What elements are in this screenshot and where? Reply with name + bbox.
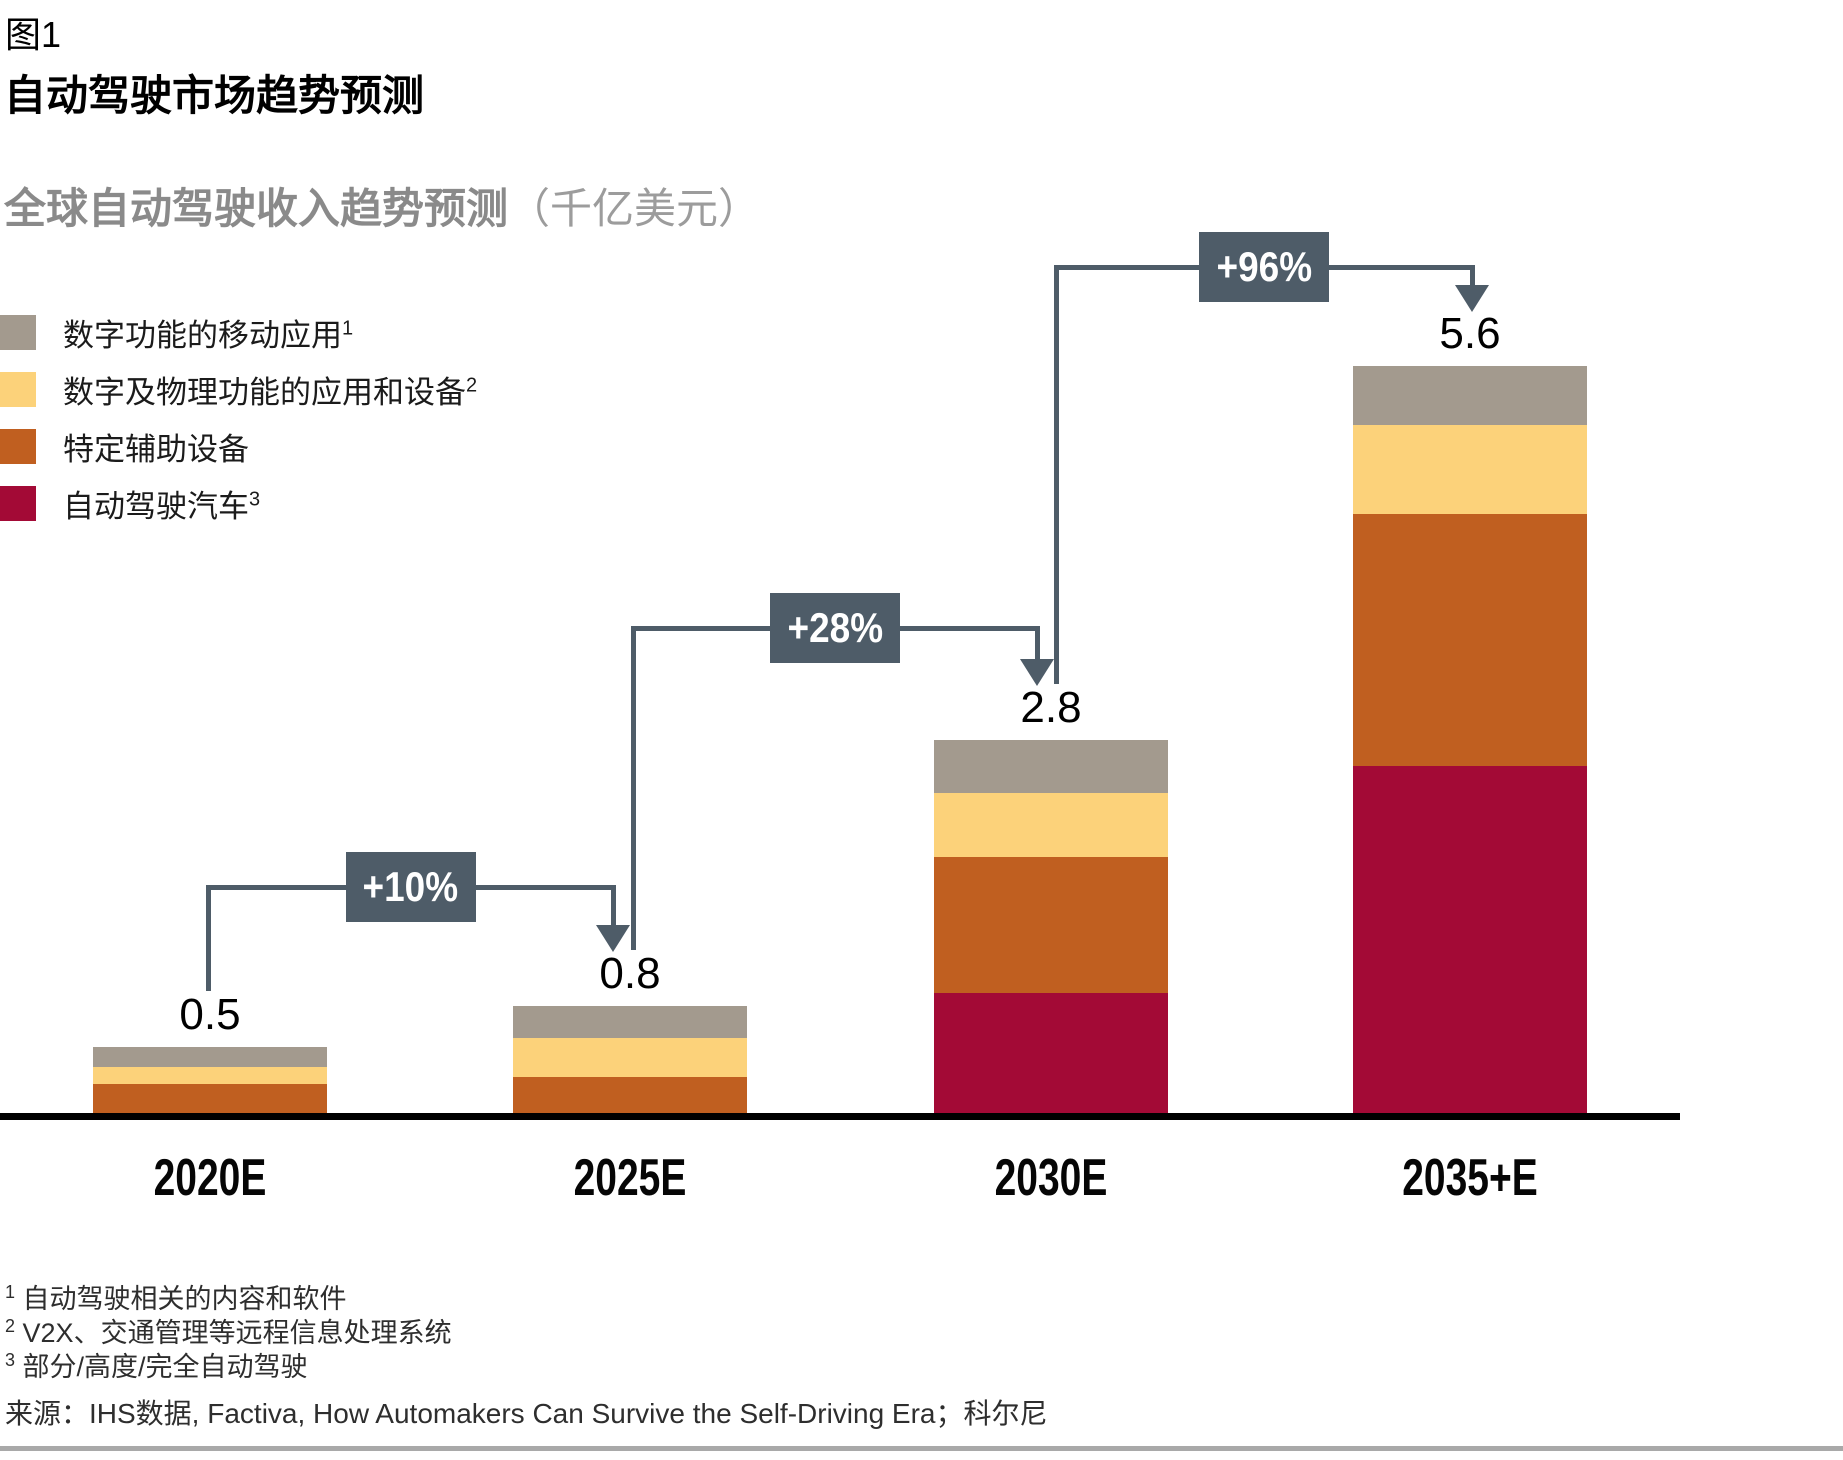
growth-connector-line: [1034, 628, 1040, 661]
growth-badge-label: +28%: [787, 604, 883, 651]
chart-subtitle: 全球自动驾驶收入趋势预测（千亿美元）: [4, 185, 761, 232]
bar-segment: [934, 793, 1168, 857]
x-axis-label: 2020E: [153, 1149, 267, 1207]
footnote-text: 自动驾驶相关的内容和软件: [22, 1284, 347, 1314]
bar-value-label: 0.5: [179, 990, 241, 1039]
bar-2020e: [93, 1047, 327, 1113]
x-axis-label: 2025E: [573, 1149, 687, 1207]
bar-value-label: 5.6: [1439, 309, 1501, 358]
bar-segment: [513, 1006, 747, 1038]
legend-label: 数字功能的移动应用1: [63, 310, 353, 355]
chart-subtitle-text: 全球自动驾驶收入趋势预测: [4, 185, 509, 232]
footnote-sup: 2: [5, 1316, 16, 1336]
growth-badge: +96%: [1199, 232, 1329, 302]
bar-segment: [1353, 766, 1587, 1113]
bar-segment: [934, 993, 1168, 1113]
bar-segment: [1353, 366, 1587, 425]
footnote: 1 自动驾驶相关的内容和软件: [5, 1282, 1048, 1316]
legend-item: 特定辅助设备: [0, 428, 477, 467]
bar-segment: [93, 1047, 327, 1067]
bar-segment: [1353, 425, 1587, 514]
growth-arrowhead-icon: [1020, 659, 1054, 686]
figure-number: 图1: [5, 14, 62, 55]
legend-label-text: 自动驾驶汽车: [63, 488, 249, 524]
legend: 数字功能的移动应用1 数字及物理功能的应用和设备2 特定辅助设备 自动驾驶汽车3: [0, 314, 477, 524]
growth-arrowhead-icon: [596, 925, 630, 952]
footnote: 3 部分/高度/完全自动驾驶: [5, 1350, 1048, 1384]
legend-swatch-yellow: [0, 371, 36, 407]
footnote-sup: 1: [5, 1282, 16, 1302]
bar-segment: [1353, 514, 1587, 766]
footnote-sup: 3: [5, 1350, 16, 1370]
legend-swatch-gray: [0, 314, 36, 350]
growth-badge: +28%: [770, 593, 900, 663]
figure-title: 自动驾驶市场趋势预测: [4, 72, 425, 119]
growth-connector-line: [630, 628, 636, 950]
bar-2030e: [934, 740, 1168, 1113]
legend-label-sup: 3: [249, 488, 261, 511]
growth-arrowhead-icon: [1455, 285, 1489, 312]
legend-label: 自动驾驶汽车3: [63, 481, 260, 526]
bottom-divider: [0, 1446, 1843, 1451]
bar-value-label: 2.8: [1020, 683, 1082, 732]
legend-swatch-crimson: [0, 485, 36, 521]
legend-label-sup: 1: [342, 317, 354, 340]
growth-connector-line: [610, 887, 616, 927]
footnote: 2 V2X、交通管理等远程信息处理系统: [5, 1316, 1048, 1350]
legend-item: 数字及物理功能的应用和设备2: [0, 371, 477, 410]
legend-label-text: 数字功能的移动应用: [63, 317, 342, 353]
footnote-text: 部分/高度/完全自动驾驶: [22, 1352, 308, 1382]
growth-connector-line: [205, 887, 211, 991]
bar-segment: [93, 1067, 327, 1084]
growth-connector-line: [1053, 267, 1059, 684]
x-axis-label: 2030E: [994, 1149, 1108, 1207]
legend-swatch-orange: [0, 428, 36, 464]
bar-segment: [93, 1084, 327, 1113]
growth-badge-label: +96%: [1216, 243, 1312, 290]
bar-segment: [513, 1077, 747, 1113]
bar-segment: [934, 740, 1168, 793]
source-line: 来源：IHS数据, Factiva, How Automakers Can Su…: [5, 1398, 1048, 1429]
x-axis-label: 2035+E: [1402, 1149, 1538, 1207]
x-axis-line: [0, 1113, 1680, 1120]
bar-2035-e: [1353, 366, 1587, 1113]
bar-2025e: [513, 1006, 747, 1113]
growth-badge: +10%: [345, 852, 476, 922]
legend-label-text: 特定辅助设备: [63, 431, 249, 467]
growth-badge-label: +10%: [362, 863, 459, 910]
legend-label: 数字及物理功能的应用和设备2: [63, 367, 477, 412]
growth-connector-line: [1469, 267, 1475, 287]
legend-label-sup: 2: [466, 374, 478, 397]
legend-item: 数字功能的移动应用1: [0, 314, 477, 353]
footnote-text: V2X、交通管理等远程信息处理系统: [22, 1318, 452, 1348]
footnotes: 1 自动驾驶相关的内容和软件 2 V2X、交通管理等远程信息处理系统 3 部分/…: [5, 1282, 1048, 1431]
chart-subtitle-unit: （千亿美元）: [508, 185, 761, 232]
bar-value-label: 0.8: [599, 949, 661, 998]
legend-item: 自动驾驶汽车3: [0, 485, 477, 524]
legend-label-text: 数字及物理功能的应用和设备: [63, 374, 466, 410]
bar-segment: [934, 857, 1168, 993]
legend-label: 特定辅助设备: [63, 424, 249, 469]
bar-segment: [513, 1038, 747, 1077]
